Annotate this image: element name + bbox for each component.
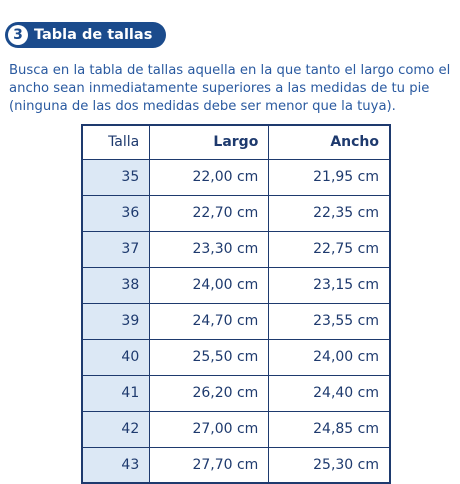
cell-talla: 42 [81, 410, 151, 448]
table-row: 37 23,30 cm 22,75 cm [81, 230, 391, 268]
cell-largo: 24,00 cm [149, 266, 270, 304]
cell-talla: 39 [81, 302, 151, 340]
table-row: 35 22,00 cm 21,95 cm [81, 158, 391, 196]
table-row: 39 24,70 cm 23,55 cm [81, 302, 391, 340]
cell-talla: 43 [81, 446, 151, 484]
cell-largo: 27,70 cm [149, 446, 270, 484]
cell-ancho: 23,55 cm [268, 302, 391, 340]
cell-ancho: 24,85 cm [268, 410, 391, 448]
table-row: 38 24,00 cm 23,15 cm [81, 266, 391, 304]
cell-largo: 25,50 cm [149, 338, 270, 376]
step-header: 3 Tabla de tallas [5, 22, 167, 48]
table-header-row: Talla Largo Ancho [81, 124, 391, 160]
table-row: 43 27,70 cm 25,30 cm [81, 446, 391, 484]
cell-ancho: 25,30 cm [268, 446, 391, 484]
cell-ancho: 21,95 cm [268, 158, 391, 196]
cell-talla: 36 [81, 194, 151, 232]
column-header-ancho: Ancho [268, 124, 391, 160]
table-row: 41 26,20 cm 24,40 cm [81, 374, 391, 412]
cell-ancho: 23,15 cm [268, 266, 391, 304]
size-table: Talla Largo Ancho 35 22,00 cm 21,95 cm 36 22… [81, 124, 391, 484]
cell-largo: 22,00 cm [149, 158, 270, 196]
step-title: Tabla de tallas [34, 27, 153, 43]
cell-largo: 23,30 cm [149, 230, 270, 268]
table-row: 40 25,50 cm 24,00 cm [81, 338, 391, 376]
size-table-body: 35 22,00 cm 21,95 cm 36 22,70 cm 22,35 cm 37 23… [81, 158, 391, 484]
cell-ancho: 24,40 cm [268, 374, 391, 412]
cell-largo: 22,70 cm [149, 194, 270, 232]
cell-ancho: 22,75 cm [268, 230, 391, 268]
cell-talla: 37 [81, 230, 151, 268]
cell-largo: 27,00 cm [149, 410, 270, 448]
step-number-badge: 3 [8, 25, 28, 45]
instructions-text: Busca en la tabla de tallas aquella en l… [9, 63, 451, 114]
cell-talla: 41 [81, 374, 151, 412]
column-header-largo: Largo [149, 124, 270, 160]
cell-largo: 26,20 cm [149, 374, 270, 412]
cell-ancho: 22,35 cm [268, 194, 391, 232]
table-row: 36 22,70 cm 22,35 cm [81, 194, 391, 232]
cell-talla: 35 [81, 158, 151, 196]
cell-ancho: 24,00 cm [268, 338, 391, 376]
table-row: 42 27,00 cm 24,85 cm [81, 410, 391, 448]
cell-largo: 24,70 cm [149, 302, 270, 340]
cell-talla: 38 [81, 266, 151, 304]
cell-talla: 40 [81, 338, 151, 376]
column-header-talla: Talla [81, 124, 151, 160]
